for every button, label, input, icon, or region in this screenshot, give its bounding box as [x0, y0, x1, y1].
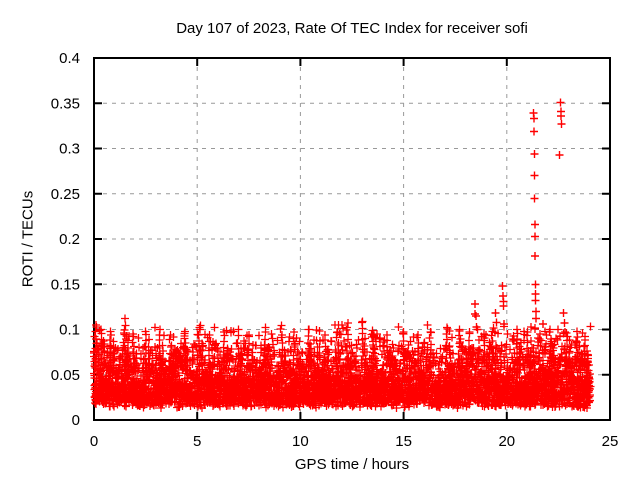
x-tick-label: 25: [602, 433, 619, 450]
x-tick-label: 15: [395, 433, 412, 450]
y-tick-label: 0.2: [59, 231, 80, 248]
x-tick-label: 20: [498, 433, 515, 450]
chart-title: Day 107 of 2023, Rate Of TEC Index for r…: [176, 20, 528, 37]
plot-frame: [93, 57, 611, 421]
y-tick-label: 0.4: [59, 50, 80, 67]
y-tick-label: 0.1: [59, 322, 80, 339]
x-tick-label: 5: [193, 433, 201, 450]
scatter-points: [90, 314, 595, 412]
x-tick-label: 10: [292, 433, 309, 450]
outlier-points: [471, 98, 569, 334]
y-tick-label: 0.15: [51, 276, 80, 293]
x-axis-label: GPS time / hours: [294, 456, 410, 473]
y-tick-label: 0: [72, 412, 80, 429]
y-tick-label: 0.25: [51, 186, 80, 203]
x-tick-label: 0: [90, 433, 98, 450]
y-tick-label: 0.35: [51, 95, 80, 112]
y-tick-label: 0.3: [59, 141, 80, 158]
y-tick-label: 0.05: [51, 367, 80, 384]
